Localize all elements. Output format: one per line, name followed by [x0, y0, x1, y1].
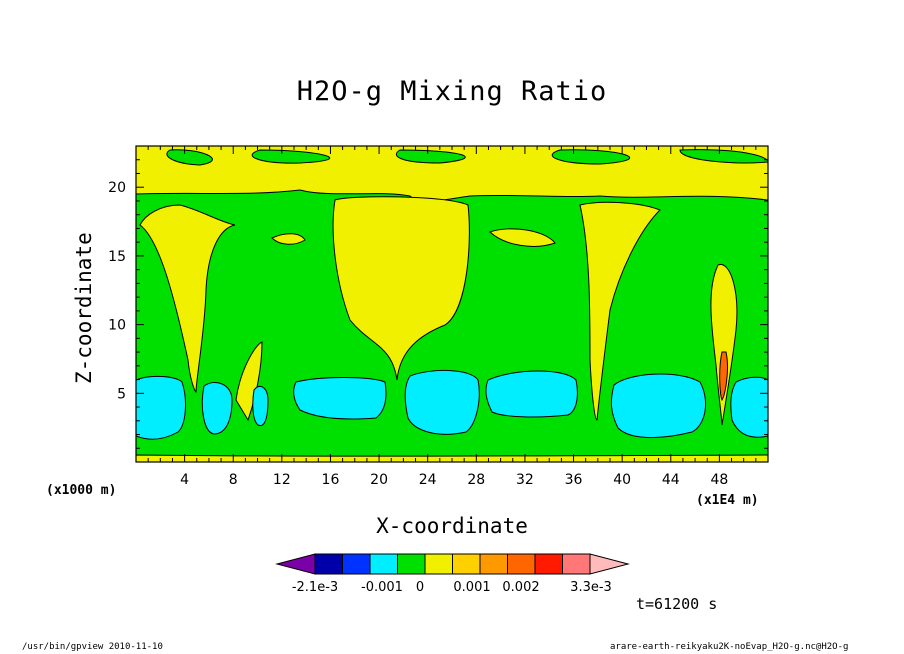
colorbar-label: -2.1e-3: [292, 580, 338, 595]
contour-region: [610, 373, 707, 439]
contour-region: [201, 382, 233, 435]
x-tick-label: 24: [419, 472, 437, 488]
contour-region: [136, 375, 186, 440]
chart-title: H2O-g Mixing Ratio: [296, 76, 608, 107]
contour-region: [579, 201, 661, 421]
colorbar-label: 0.001: [453, 580, 490, 595]
colorbar-swatch: [534, 553, 563, 575]
colorbar-swatch: [562, 553, 591, 575]
contour-region: [710, 264, 738, 426]
y-tick-label: 20: [108, 180, 126, 196]
contour-region: [235, 341, 263, 422]
contour-region: [489, 228, 556, 247]
y-tick-label: 5: [117, 386, 126, 402]
colorbar-label: -0.001: [361, 580, 403, 595]
contour-region: [679, 149, 768, 164]
footer-left: /usr/bin/gpview 2010-11-10: [22, 642, 163, 652]
contour-region: [271, 233, 306, 245]
footer-right: arare-earth-reikyaku2K-noEvap_H2O-g.nc@H…: [610, 642, 849, 652]
contour-region: [404, 369, 480, 435]
contour-region: [166, 149, 213, 166]
x-tick-label: 8: [229, 472, 238, 488]
x-tick-label: 20: [370, 472, 388, 488]
colorbar: -2.1e-3 -0.001 0 0.001 0.002 3.3e-3: [275, 553, 630, 595]
contour-region: [332, 196, 470, 381]
contour-region: [293, 377, 387, 420]
x-tick-label: 4: [180, 472, 189, 488]
x-axis-label: X-coordinate: [376, 514, 528, 538]
colorbar-swatch: [479, 553, 508, 575]
time-label: t=61200 s: [636, 595, 718, 613]
y-tick-label: 15: [108, 249, 126, 265]
colorbar-swatch: [397, 553, 426, 575]
contour-region: [719, 351, 728, 402]
colorbar-swatch: [507, 553, 536, 575]
contour-region: [551, 149, 630, 165]
x-unit-label-left: (x1000 m): [46, 483, 117, 498]
colorbar-max-arrow: [589, 553, 630, 575]
colorbar-swatch: [342, 553, 371, 575]
contour-region: [485, 370, 578, 418]
colorbar-label: 0.002: [502, 580, 539, 595]
contour-region: [139, 204, 236, 393]
y-axis-label: Z-coordinate: [72, 232, 96, 384]
x-tick-label: 12: [273, 472, 291, 488]
x-tick-label: 44: [662, 472, 680, 488]
colorbar-swatch: [424, 553, 453, 575]
colorbar-swatch: [369, 553, 398, 575]
x-tick-label: 28: [467, 472, 485, 488]
contour-region: [252, 385, 269, 427]
colorbar-swatch: [452, 553, 481, 575]
colorbar-swatch: [314, 553, 343, 575]
x-tick-label: 48: [710, 472, 728, 488]
contour-region: [395, 149, 466, 164]
colorbar-min-arrow: [275, 553, 316, 575]
y-tick-label: 10: [108, 318, 126, 334]
x-tick-label: 16: [322, 472, 340, 488]
x-unit-label-right: (x1E4 m): [696, 493, 759, 508]
x-tick-label: 32: [516, 472, 534, 488]
colorbar-label: 0: [416, 580, 424, 595]
x-tick-label: 36: [565, 472, 583, 488]
contour-region: [251, 149, 330, 164]
colorbar-label: 3.3e-3: [570, 580, 612, 595]
contour-region: [730, 376, 768, 438]
x-tick-label: 40: [613, 472, 631, 488]
plot-area: [136, 146, 768, 462]
